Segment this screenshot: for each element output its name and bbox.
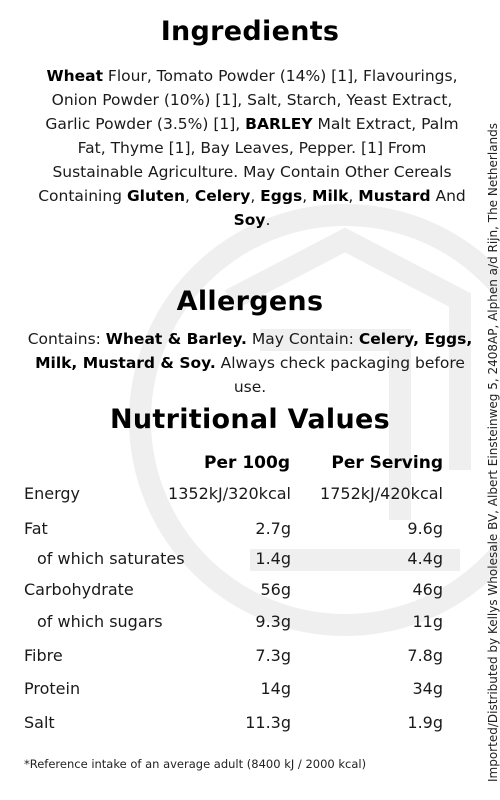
ingredients-text-run: Flour, Tomato Powder (14%) [1], Flavouri… bbox=[45, 67, 458, 133]
table-row: of which sugars 9.3g 11g bbox=[0, 612, 500, 638]
row-label: Energy bbox=[24, 484, 81, 503]
importer-address-text: Imported/Distributed by Kellys Wholesale… bbox=[486, 122, 500, 782]
ingredients-text-run: , bbox=[250, 187, 261, 205]
nutrition-title: Nutritional Values bbox=[109, 404, 390, 435]
value-per-serving: 1752kJ/420kcal bbox=[320, 484, 443, 503]
row-label: Fibre bbox=[24, 646, 63, 665]
value-per-100g: 7.3g bbox=[255, 646, 291, 665]
row-label: of which saturates bbox=[37, 549, 185, 568]
value-per-100g: 1352kJ/320kcal bbox=[168, 484, 291, 503]
table-row: Fibre 7.3g 7.8g bbox=[0, 646, 500, 672]
value-per-serving: 1.9g bbox=[407, 713, 443, 732]
value-per-100g: 2.7g bbox=[255, 519, 291, 538]
row-label: Salt bbox=[24, 713, 55, 732]
ingredients-text-run: Soy bbox=[233, 211, 266, 229]
value-per-serving: 34g bbox=[412, 679, 443, 698]
allergens-text-run: Wheat & Barley. bbox=[105, 330, 247, 348]
value-per-serving: 7.8g bbox=[407, 646, 443, 665]
ingredients-text-run: Gluten bbox=[126, 187, 185, 205]
ingredients-text-run: , bbox=[302, 187, 313, 205]
allergens-title: Allergens bbox=[176, 286, 324, 317]
table-row: Carbohydrate 56g 46g bbox=[0, 580, 500, 606]
ingredients-text-run: Mustard bbox=[358, 187, 431, 205]
table-row: Protein 14g 34g bbox=[0, 679, 500, 705]
value-per-100g: 11.3g bbox=[245, 713, 291, 732]
ingredients-text-run: Celery bbox=[194, 187, 251, 205]
ingredients-text-run: , bbox=[348, 187, 359, 205]
ingredients-text-run: Milk bbox=[312, 187, 349, 205]
allergens-text-run: Celery, Eggs, Milk, Mustard & Soy. bbox=[35, 330, 473, 372]
row-label: Fat bbox=[24, 519, 48, 538]
ingredients-title: Ingredients bbox=[160, 16, 340, 47]
table-row: Fat 2.7g 9.6g bbox=[0, 519, 500, 545]
value-per-serving: 9.6g bbox=[407, 519, 443, 538]
ingredients-text: Wheat Flour, Tomato Powder (14%) [1], Fl… bbox=[38, 64, 466, 232]
allergens-text: Contains: Wheat & Barley. May Contain: C… bbox=[22, 327, 478, 399]
column-header-per-100g: Per 100g bbox=[204, 453, 290, 473]
row-label: of which sugars bbox=[37, 612, 163, 631]
ingredients-text-run: Malt Extract, Palm Fat, Thyme [1], Bay L… bbox=[38, 115, 459, 205]
value-per-100g: 14g bbox=[260, 679, 291, 698]
column-header-per-serving: Per Serving bbox=[331, 453, 443, 473]
value-per-serving: 4.4g bbox=[407, 549, 443, 568]
row-label: Carbohydrate bbox=[24, 580, 134, 599]
allergens-text-run: Always check packaging before use. bbox=[215, 354, 465, 396]
reference-intake-footnote: *Reference intake of an average adult (8… bbox=[24, 757, 367, 771]
value-per-100g: 1.4g bbox=[255, 549, 291, 568]
value-per-serving: 46g bbox=[412, 580, 443, 599]
ingredients-text-run: . bbox=[265, 211, 271, 229]
value-per-100g: 9.3g bbox=[255, 612, 291, 631]
table-row: Salt 11.3g 1.9g bbox=[0, 713, 500, 739]
ingredients-text-run: Eggs bbox=[260, 187, 303, 205]
ingredients-text-run: , bbox=[184, 187, 195, 205]
allergens-text-run: Contains: bbox=[27, 330, 106, 348]
row-label: Protein bbox=[24, 679, 81, 698]
table-row: of which saturates 1.4g 4.4g bbox=[0, 549, 500, 575]
ingredients-text-run: BARLEY bbox=[245, 115, 313, 133]
value-per-serving: 11g bbox=[412, 612, 443, 631]
allergens-text-run: May Contain: bbox=[246, 330, 359, 348]
ingredients-text-run: Wheat bbox=[46, 67, 103, 85]
ingredients-text-run: And bbox=[430, 187, 466, 205]
table-row: Energy 1352kJ/320kcal 1752kJ/420kcal bbox=[0, 484, 500, 510]
value-per-100g: 56g bbox=[260, 580, 291, 599]
